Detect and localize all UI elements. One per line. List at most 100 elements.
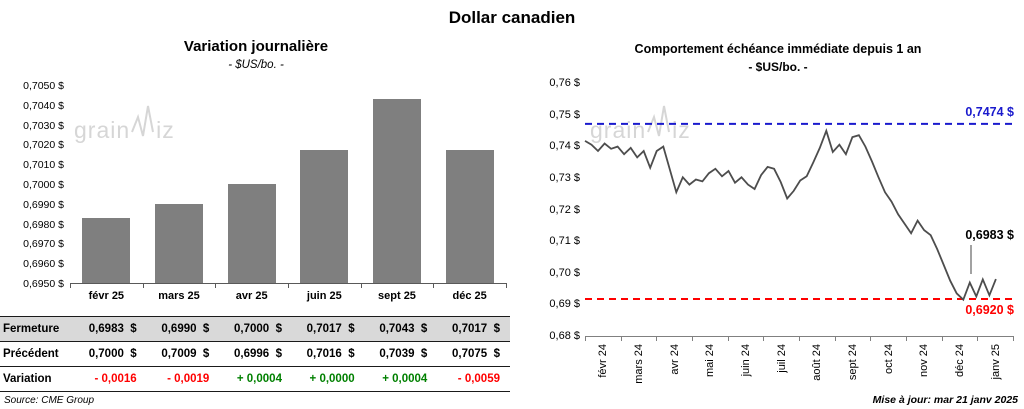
line-x-label: janv 25 — [989, 344, 1002, 380]
axis-tick — [620, 336, 622, 341]
price-line-chart — [584, 122, 1013, 302]
line-y-tick-label: 0,69 $ — [549, 298, 580, 311]
bar-x-label: sept 25 — [378, 290, 416, 302]
table-cell: 0,6996 $ — [219, 341, 292, 367]
table-cell: - 0,0019 — [146, 366, 220, 392]
line-chart-plot — [584, 84, 1014, 341]
bar-y-tick-label: 0,7020 $ — [23, 139, 64, 152]
line-x-label: oct 24 — [882, 344, 895, 374]
axis-tick — [977, 336, 979, 341]
table-row-précédent: Précédent 0,7000 $0,7009 $0,6996 $0,7016 … — [0, 341, 510, 367]
bar-x-label: avr 25 — [235, 290, 268, 302]
line-x-label: déc 24 — [954, 344, 967, 378]
line-x-label: août 24 — [811, 344, 824, 381]
table-cell: 0,6990 $ — [146, 316, 220, 342]
axis-tick — [288, 283, 289, 288]
line-y-tick-label: 0,75 $ — [549, 108, 580, 121]
line-y-tick-label: 0,71 $ — [549, 235, 580, 248]
line-chart-x-axis: févr 24 mars 24 avr 24 mai 24 juin 24 juil 24… — [585, 344, 1013, 398]
line-y-tick-label: 0,74 $ — [549, 140, 580, 153]
line-x-label: févr 24 — [597, 344, 610, 378]
table-cell: - 0,0059 — [437, 366, 510, 392]
bar-y-tick-label: 0,6950 $ — [23, 278, 64, 290]
line-y-tick-label: 0,72 $ — [549, 203, 580, 216]
bar-x-label: févr 25 — [88, 290, 125, 302]
bar-x-label: juin 25 — [306, 290, 342, 302]
line-x-label: sept 24 — [847, 344, 860, 381]
table-cell: 0,7075 $ — [437, 341, 510, 367]
lightning-icon — [131, 105, 155, 137]
axis-tick — [799, 336, 800, 341]
table-cell: 0,7039 $ — [364, 341, 438, 367]
row-label: Fermeture — [0, 316, 74, 342]
axis-tick — [360, 283, 362, 288]
line-chart-subtitle: - $US/bo. - — [748, 60, 808, 74]
row-label: Précédent — [0, 341, 74, 367]
table-cell: 0,6983 $ — [74, 316, 147, 342]
grainwiz-watermark: grain iz — [590, 104, 691, 144]
axis-tick — [215, 283, 217, 288]
axis-tick — [656, 336, 658, 341]
table-cell: 0,7017 $ — [437, 316, 510, 342]
bar-chart-subtitle: - $US/bo. - — [228, 59, 284, 71]
bar-févr-25 — [82, 217, 131, 283]
page-title: Dollar canadien — [448, 8, 576, 27]
updated-note: Mise à jour: mar 21 janv 2025 — [872, 394, 1018, 406]
line-x-label: nov 24 — [918, 344, 931, 378]
line-x-label: mai 24 — [704, 344, 717, 378]
line-chart-y-axis: 0,76 $ 0,75 $ 0,74 $ 0,73 $ 0,72 $ 0,71 $ 0,70… — [532, 77, 580, 342]
axis-tick — [727, 336, 729, 341]
axis-tick — [1013, 336, 1014, 341]
bar-chart-plot — [70, 86, 507, 288]
axis-tick — [906, 336, 907, 341]
line-y-tick-label: 0,70 $ — [549, 266, 580, 279]
line-chart-title: Comportement échéance immédiate depuis 1… — [634, 42, 922, 56]
table-cell: 0,7009 $ — [146, 341, 220, 367]
axis-tick — [70, 283, 71, 288]
line-y-tick-label: 0,68 $ — [549, 330, 580, 342]
bar-déc-25 — [445, 150, 494, 283]
bar-y-tick-label: 0,7050 $ — [23, 80, 64, 92]
line-x-label: avr 24 — [668, 344, 681, 375]
source-note: Source: CME Group — [4, 395, 95, 406]
line-x-label: juil 24 — [775, 344, 788, 373]
bar-x-label: déc 25 — [452, 290, 487, 302]
line-y-tick-label: 0,76 $ — [549, 77, 580, 89]
line-x-label: juin 24 — [740, 344, 753, 377]
bar-y-tick-label: 0,7000 $ — [23, 179, 64, 191]
table-cell: + 0,0000 — [291, 366, 365, 392]
bar-y-tick-label: 0,7010 $ — [23, 159, 64, 172]
table-cell: 0,7016 $ — [291, 341, 365, 367]
bar-chart-y-axis: 0,7050 $ 0,7040 $ 0,7030 $ 0,7020 $ 0,7010 $… — [0, 80, 64, 290]
axis-tick — [834, 336, 836, 341]
axis-tick — [870, 336, 872, 341]
price-line — [584, 128, 997, 302]
table-cell: 0,7000 $ — [219, 316, 292, 342]
line-x-label: mars 24 — [633, 344, 646, 384]
bar-juin-25 — [300, 150, 349, 283]
axis-tick — [585, 336, 586, 341]
bar-mars-25 — [155, 203, 203, 283]
line-y-tick-label: 0,73 $ — [549, 171, 580, 184]
lightning-icon — [647, 105, 671, 137]
row-label: Variation — [0, 366, 74, 392]
bar-y-tick-label: 0,6970 $ — [23, 238, 64, 251]
support-label: 0,6920 $ — [965, 303, 1014, 317]
watermark-text: iz — [156, 117, 175, 143]
resistance-label: 0,7474 $ — [965, 105, 1014, 119]
last-price-label: 0,6983 $ — [965, 228, 1014, 242]
axis-tick — [142, 283, 144, 288]
bar-y-tick-label: 0,7030 $ — [23, 119, 64, 132]
table-cell: + 0,0004 — [364, 366, 438, 392]
table-row-fermeture: Fermeture 0,6983 $0,6990 $0,7000 $0,7017 … — [0, 316, 510, 342]
bar-y-tick-label: 0,6980 $ — [23, 218, 64, 231]
table-cell: - 0,0016 — [74, 366, 147, 392]
bar-y-tick-label: 0,6990 $ — [23, 198, 64, 211]
bar-y-tick-label: 0,7040 $ — [23, 99, 64, 112]
bar-y-tick-label: 0,6960 $ — [23, 258, 64, 271]
watermark-text: grain — [590, 117, 647, 143]
table-cell: 0,7000 $ — [74, 341, 147, 367]
table-cell: 0,7017 $ — [291, 316, 365, 342]
bar-chart-x-axis: févr 25 mars 25 avr 25 juin 25 sept 25 déc 25 — [70, 290, 506, 305]
